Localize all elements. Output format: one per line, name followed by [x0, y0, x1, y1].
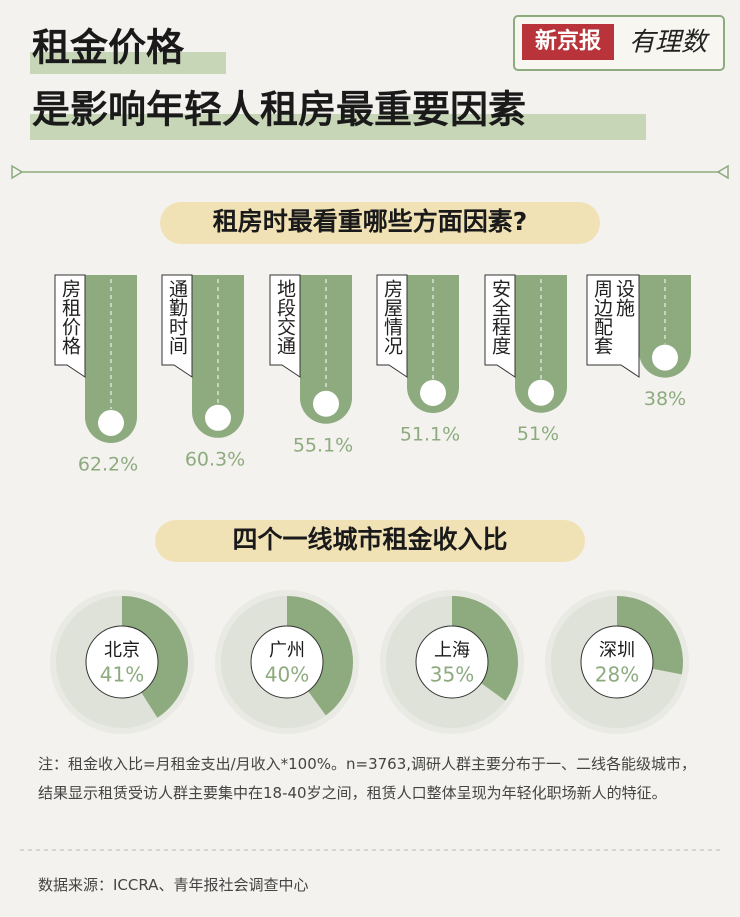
label-tag [586, 274, 640, 378]
title: 租金价格 [32, 26, 185, 70]
bar-knob [98, 409, 124, 436]
donut-hole [85, 625, 159, 699]
bar-knob [420, 379, 446, 406]
label-tag [161, 274, 193, 378]
category-label: 周边配套设施 [591, 279, 635, 355]
category-label: 上海 [434, 640, 470, 661]
title-highlight [30, 114, 646, 140]
donut-hole [415, 625, 489, 699]
bar [192, 275, 244, 438]
bar-knob [528, 379, 554, 406]
donut-segment [287, 596, 354, 716]
donut-segment [122, 596, 188, 718]
value-label: 51% [517, 423, 559, 445]
section-title: 四个一线城市租金收入比 [232, 525, 507, 554]
brand: 新京报 [535, 28, 601, 53]
value-label: 28% [595, 663, 639, 687]
bar [85, 275, 137, 443]
label-tag [54, 274, 86, 378]
label-tag [484, 274, 516, 378]
divider-arrows [11, 164, 729, 180]
category-label: 通勤时间 [166, 279, 188, 355]
donut-segment [617, 596, 683, 675]
donut-segment [452, 596, 518, 701]
category-label: 安全程度 [489, 279, 511, 355]
bar-knob [205, 404, 231, 431]
value-label: 35% [430, 663, 474, 687]
category-label: 房屋情况 [381, 279, 403, 355]
source: 数据来源：ICCRA、青年报社会调查中心 [38, 876, 309, 894]
title: 是影响年轻人租房最重要因素 [32, 88, 526, 132]
bar [300, 275, 352, 424]
label-tag [376, 274, 408, 378]
section-title: 租房时最看重哪些方面因素? [213, 207, 528, 236]
bar [639, 275, 691, 378]
value-label: 40% [265, 663, 309, 687]
category-label: 房租价格 [59, 279, 81, 355]
value-label: 41% [100, 663, 144, 687]
note: 注：租金收入比=月租金支出/月收入*100%。n=3763,调研人群主要分布于一… [38, 755, 697, 802]
section-pill [160, 202, 600, 244]
brand-sub: 有理数 [629, 28, 710, 58]
donut-hole [580, 625, 654, 699]
bar-knob [652, 344, 678, 371]
category-label: 北京 [104, 640, 140, 661]
category-label: 广州 [269, 640, 305, 661]
value-label: 38% [644, 388, 686, 410]
value-label: 60.3% [185, 448, 245, 470]
title-highlight [30, 52, 226, 74]
category-label: 地段交通 [274, 279, 296, 355]
label-tag [269, 274, 301, 378]
bar-knob [313, 390, 339, 417]
category-label: 深圳 [599, 640, 635, 661]
donut-hole [250, 625, 324, 699]
value-label: 62.2% [78, 453, 138, 475]
section-pill [155, 520, 585, 562]
value-label: 51.1% [400, 423, 460, 445]
brand-mark [522, 24, 614, 60]
value-label: 55.1% [293, 434, 353, 456]
